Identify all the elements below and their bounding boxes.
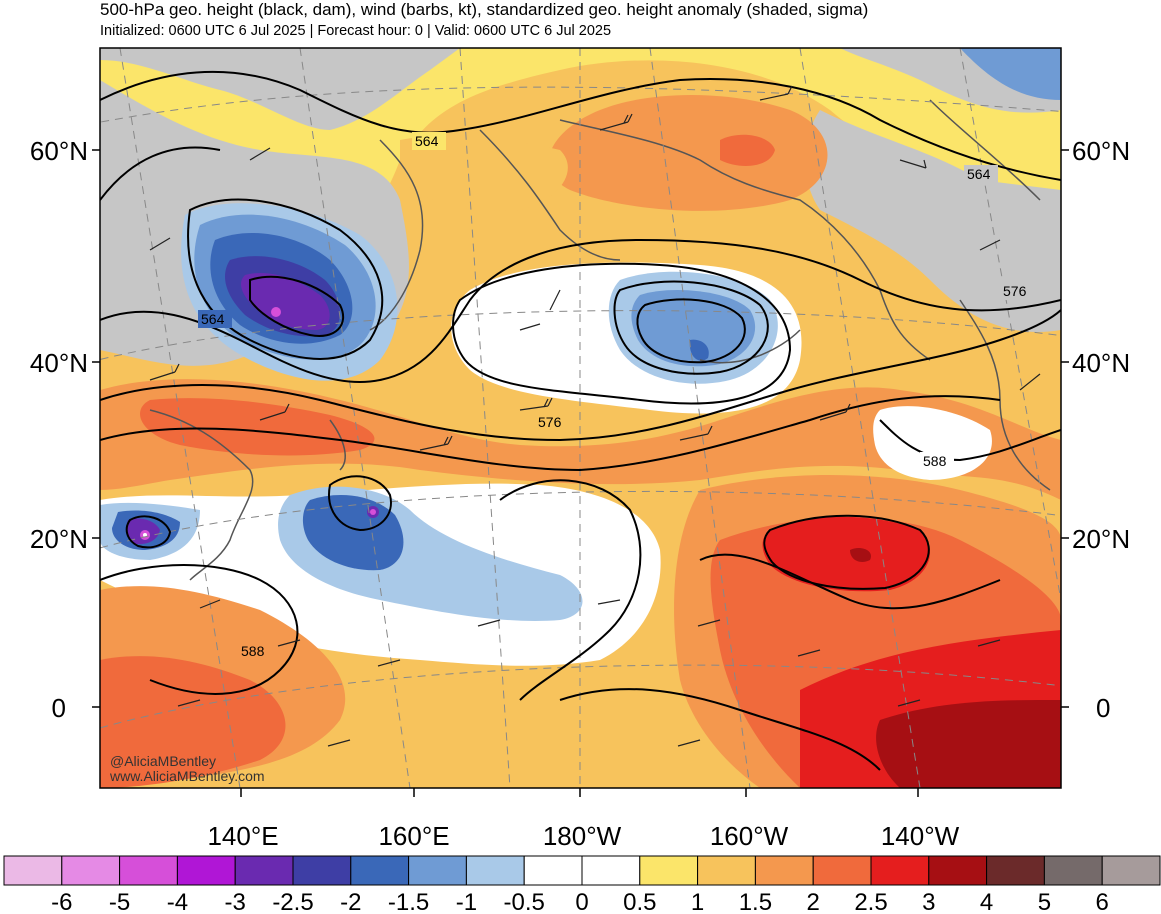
colorbar-labels: -6 -5 -4 -3 -2.5 -2 -1.5 -1 -0.5 0 0.5 1 1.5 2 2.5 3 4 5 6 xyxy=(51,889,1109,914)
map-title: 500-hPa geo. height (black, dam), wind (… xyxy=(100,0,869,19)
lat-label-eq-right: 0 xyxy=(1096,693,1110,723)
contour-label: 588 xyxy=(923,453,947,469)
colorbar-label: 3 xyxy=(922,889,935,914)
lon-label-180w: 180°W xyxy=(543,821,622,851)
colorbar-swatch xyxy=(408,855,467,886)
lat-label-eq-left: 0 xyxy=(52,693,66,723)
colorbar-label: -0.5 xyxy=(504,889,545,914)
colorbar-label: 0.5 xyxy=(623,889,656,914)
lon-label-140e: 140°E xyxy=(207,821,278,851)
colorbar-label: -3 xyxy=(225,889,246,914)
wind-barbs xyxy=(149,85,1041,747)
credit-website: www.AliciaMBentley.com xyxy=(109,768,265,784)
contour-label: 564 xyxy=(415,133,439,149)
colorbar-swatch xyxy=(1101,855,1161,886)
colorbar-swatch xyxy=(350,855,410,886)
height-contours xyxy=(100,70,1061,771)
colorbar-swatch xyxy=(119,855,178,886)
contour-labels: 564 564 564 576 576 588 588 xyxy=(198,132,1034,660)
tick-marks xyxy=(92,149,1069,797)
colorbar-label: 1.5 xyxy=(739,889,772,914)
colorbar-label: 0 xyxy=(575,889,588,914)
colorbar-label: 5 xyxy=(1038,889,1051,914)
colorbar-label: -2.5 xyxy=(272,889,313,914)
colorbar-label: -4 xyxy=(167,889,188,914)
graticule xyxy=(100,48,1061,788)
colorbar-label: -5 xyxy=(109,889,130,914)
colorbar-label: -2 xyxy=(340,889,361,914)
colorbar-label: -1.5 xyxy=(388,889,429,914)
contour-label: 576 xyxy=(538,414,562,430)
colorbar-swatch xyxy=(812,855,872,886)
anomaly-shading xyxy=(100,48,1061,788)
colorbar-label: 2 xyxy=(807,889,820,914)
map-subtitle: Initialized: 0600 UTC 6 Jul 2025 | Forec… xyxy=(100,23,612,39)
colorbar-swatch xyxy=(523,855,583,886)
colorbar-swatch xyxy=(465,855,525,886)
colorbar-swatch xyxy=(1043,855,1103,886)
colorbar-swatch xyxy=(754,855,814,886)
colorbar-swatch xyxy=(870,855,930,886)
lon-label-140w: 140°W xyxy=(881,821,960,851)
colorbar-swatch xyxy=(292,855,352,886)
colorbar-label: 6 xyxy=(1096,889,1109,914)
colorbar-swatch xyxy=(61,855,121,886)
colorbar-swatch xyxy=(986,855,1045,886)
lat-label-20n-left: 20°N xyxy=(30,524,88,554)
colorbar-label: 4 xyxy=(980,889,993,914)
colorbar-swatch xyxy=(639,855,699,886)
colorbar-swatch xyxy=(581,855,641,886)
colorbar-label: 1 xyxy=(691,889,704,914)
contour-label: 576 xyxy=(1003,283,1027,299)
lat-label-60n-left: 60°N xyxy=(30,136,88,166)
colorbar-swatch xyxy=(697,855,756,886)
colorbar xyxy=(3,855,1161,886)
lat-label-20n-right: 20°N xyxy=(1072,524,1130,554)
credit-handle: @AliciaMBentley xyxy=(110,753,216,769)
colorbar-label: 2.5 xyxy=(854,889,887,914)
contour-label: 564 xyxy=(201,311,225,327)
lat-label-40n-right: 40°N xyxy=(1072,348,1130,378)
contour-label: 564 xyxy=(967,166,991,182)
colorbar-swatch xyxy=(928,855,988,886)
lon-label-160w: 160°W xyxy=(710,821,789,851)
lat-label-60n-right: 60°N xyxy=(1072,136,1130,166)
lon-label-160e: 160°E xyxy=(378,821,449,851)
colorbar-swatch xyxy=(234,855,294,886)
lat-label-40n-left: 40°N xyxy=(30,348,88,378)
colorbar-swatch xyxy=(3,855,63,886)
contour-label: 588 xyxy=(241,643,265,659)
colorbar-label: -1 xyxy=(456,889,477,914)
colorbar-label: -6 xyxy=(51,889,72,914)
colorbar-swatch xyxy=(176,855,236,886)
